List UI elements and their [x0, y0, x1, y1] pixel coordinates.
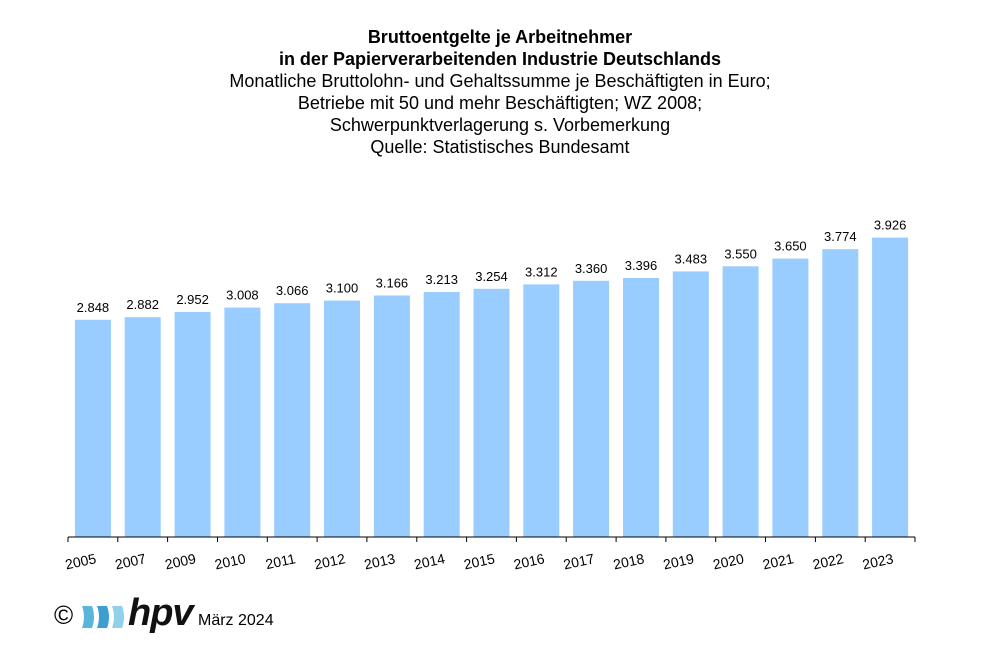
data-label-group: 2.848 2.882 2.952 3.008 3.066 3.100 3.166 3.213…	[77, 218, 907, 315]
hpv-logo-icon	[82, 606, 124, 628]
x-tick-label-2018: 2018	[612, 550, 646, 572]
x-tick-label-2012: 2012	[313, 550, 347, 572]
data-label-2014: 3.213	[425, 272, 458, 287]
bar-2005	[74, 319, 111, 537]
chart-subtitle-line-3: Schwerpunktverlagerung s. Vorbemerkung	[329, 115, 671, 135]
chart-subtitle-line-2: Betriebe mit 50 und mehr Beschäftigten; …	[297, 93, 703, 113]
data-label-2007: 2.882	[126, 297, 159, 312]
x-tick-label-2011: 2011	[264, 550, 297, 572]
x-tick-label-2022: 2022	[811, 550, 845, 572]
data-label-2023: 3.926	[874, 218, 907, 233]
data-label-2016: 3.312	[525, 264, 558, 279]
bar-2009	[174, 311, 211, 537]
data-label-2015: 3.254	[475, 269, 508, 284]
x-tick-label-2010: 2010	[213, 550, 247, 572]
bar-2018	[623, 278, 659, 537]
x-tick-label-2023: 2023	[861, 550, 895, 572]
chart-title-line-1: Bruttoentgelte je Arbeitnehmer	[367, 27, 633, 47]
chart-header: Bruttoentgelte je Arbeitnehmer in der Pa…	[0, 26, 1000, 158]
data-label-2019: 3.483	[675, 251, 708, 266]
bar-2023	[872, 237, 909, 537]
bar-2010	[224, 307, 261, 537]
data-label-2013: 3.166	[376, 276, 409, 291]
data-label-2009: 2.952	[176, 292, 209, 307]
x-tick-label-2021: 2021	[761, 550, 795, 572]
chart-subtitle-line-1: Monatliche Bruttolohn- und Gehaltssumme …	[229, 71, 771, 91]
data-label-2020: 3.550	[724, 246, 757, 261]
bar-2019	[672, 271, 709, 537]
x-tick-label-2014: 2014	[413, 550, 447, 572]
bar-2020	[722, 266, 759, 537]
x-tick-label-2013: 2013	[363, 550, 397, 572]
data-label-2011: 3.066	[276, 283, 309, 298]
bar-2017	[573, 280, 610, 537]
data-label-2005: 2.848	[77, 300, 110, 315]
x-axis: 2005 2007 2009 2010 2011 2012 2013 2014 2015 2016…	[64, 536, 916, 572]
bar-2014	[423, 292, 460, 537]
x-tick-label-2007: 2007	[114, 550, 148, 572]
bar-2022	[822, 249, 859, 537]
bar-2011	[274, 303, 311, 537]
x-tick-label-2017: 2017	[562, 550, 596, 572]
x-tick-label-2019: 2019	[662, 550, 696, 572]
copyright-symbol: ©	[54, 600, 74, 630]
chart-source: Quelle: Statistisches Bundesamt	[370, 137, 630, 157]
publication-date: März 2024	[198, 612, 274, 629]
data-label-2018: 3.396	[625, 258, 658, 273]
bar-2007	[124, 317, 161, 537]
hpv-logo-text: hpv	[128, 592, 194, 634]
data-label-2022: 3.774	[824, 229, 857, 244]
data-label-2017: 3.360	[575, 261, 608, 276]
chart-title-line-2: in der Papierverarbeitenden Industrie De…	[278, 49, 722, 69]
x-tick-label-2016: 2016	[512, 550, 546, 572]
bar-2015	[473, 288, 510, 537]
bar-2016	[523, 284, 560, 537]
x-tick-label-2009: 2009	[163, 550, 197, 572]
x-tick-label-2020: 2020	[711, 550, 745, 572]
x-tick-label-2015: 2015	[462, 550, 496, 572]
data-label-2021: 3.650	[774, 239, 807, 254]
bar-group	[74, 237, 909, 537]
bar-2012	[324, 300, 360, 537]
data-label-2012: 3.100	[326, 281, 359, 296]
data-label-2010: 3.008	[226, 288, 259, 303]
bar-2013	[373, 295, 410, 537]
bar-2021	[772, 258, 809, 537]
x-tick-label-2005: 2005	[64, 550, 98, 572]
